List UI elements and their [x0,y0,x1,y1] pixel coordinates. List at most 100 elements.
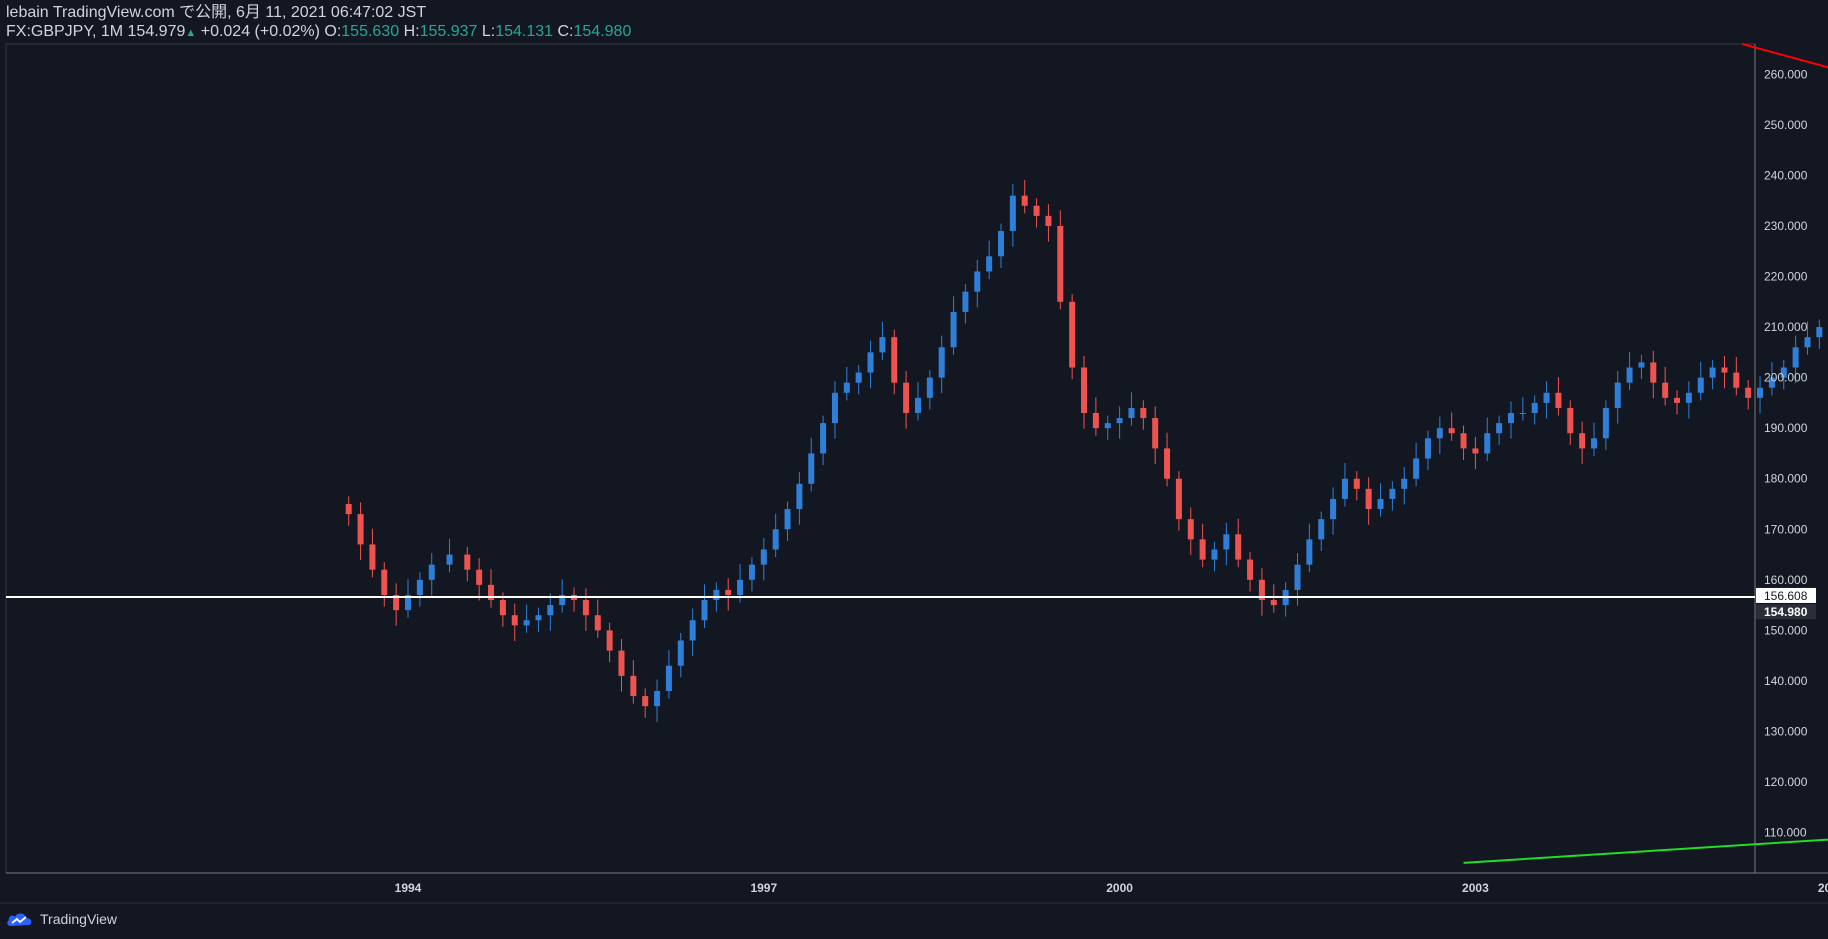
candle-body [1258,579,1265,601]
price-tick-label: 140.000 [1764,674,1808,688]
candle-body [1401,478,1408,489]
price-tick-label: 150.000 [1764,623,1808,637]
candle-body [559,594,566,606]
candle-body [1389,488,1396,499]
candle-body [1104,423,1111,429]
time-tick-label: 1997 [750,881,777,895]
price-axis[interactable]: 110.000 120.000 130.000 140.000 150.000 160.0… [1756,67,1816,840]
candle-body [1306,539,1313,565]
candle-body [1045,215,1052,226]
candle-body [1330,498,1337,520]
chart-frame [0,43,1828,904]
candle-body [1175,478,1182,520]
price-label-badge [1756,604,1816,620]
candle-body [867,352,874,373]
publish-info: lebain TradingView.com で公開, 6月 11, 2021 … [6,4,427,21]
price-tick-label: 200.000 [1764,371,1808,385]
price-tick-label: 120.000 [1764,775,1808,789]
candle-body [594,615,601,631]
time-tick-label: 2006 [1818,881,1828,895]
high-label: H: [403,23,420,40]
candle-body [1591,438,1597,449]
candle-body [511,615,518,626]
time-axis[interactable]: 1994199720002003200620092012201520182021… [395,881,1828,895]
up-arrow-icon: ▲ [185,27,197,39]
price-tick-label: 110.000 [1764,826,1807,840]
ohlc-row: FX:GBPJPY, 1M 154.979▲ +0.024 (+0.02%) O… [6,22,631,43]
candle-body [1270,600,1277,606]
candle-body [1484,433,1491,454]
candle-body [1757,387,1764,398]
candle-body [535,615,542,621]
candle-body [1235,534,1242,560]
candle-body [1081,367,1088,414]
candle-body [784,509,791,530]
candle-body [1685,392,1692,403]
candle-body [1057,225,1064,302]
time-tick-label: 2003 [1462,881,1489,895]
candle-body [855,372,862,383]
candle-body [772,529,779,550]
candle-body [1555,392,1562,408]
candle-body [665,665,672,692]
candle-body [1365,488,1372,510]
candle-body [1780,367,1787,378]
candle-body [381,569,388,595]
candle-body [1116,418,1123,424]
candle-body [476,569,483,585]
candle-body [1674,397,1681,403]
candles-layer [345,179,1823,722]
candle-body [1377,498,1384,510]
candle-body [1128,407,1135,419]
candle-body [748,564,755,580]
candle-body [1531,402,1538,414]
price-tick-label: 180.000 [1764,472,1808,486]
candle-body [760,549,767,565]
candle-body [831,392,838,424]
candle-body [808,453,815,484]
candle-body [677,640,684,666]
candle-body [1519,413,1526,415]
candle-body [1792,347,1799,368]
candle-body [1424,438,1431,459]
candle-body [630,675,637,697]
candle-body [1009,195,1016,232]
candle-body [1721,367,1728,373]
price-tick-label: 240.000 [1764,168,1808,182]
open-value: 155.630 [341,23,400,40]
price-change: +0.024 (+0.02%) [200,23,320,40]
candle-body [1341,478,1348,499]
candle-body [606,630,613,651]
candle-body [1650,362,1657,383]
candle-body [1638,362,1645,368]
price-tick-label: 130.000 [1764,724,1808,738]
candle-body [1567,407,1574,434]
price-label-text: 154.980 [1764,605,1808,619]
candle-body [1460,433,1467,449]
candle-body [1092,413,1099,429]
candle-body [464,554,471,570]
candle-body [998,231,1004,257]
candle-body [1069,301,1076,368]
candle-body [1709,367,1716,378]
price-tick-label: 160.000 [1764,573,1808,587]
price-tick-label: 260.000 [1764,67,1808,81]
candle-body [1164,448,1171,479]
candle-body [1472,448,1479,454]
candle-body [642,696,649,707]
candle-body [1211,549,1218,560]
candle-body [701,600,708,621]
brand-name: TradingView [40,911,118,927]
candle-body [1187,519,1194,540]
candle-body [974,271,981,292]
candle-body [345,503,352,515]
candle-body [582,600,589,616]
candle-body [1033,205,1040,216]
candle-body [938,347,945,378]
close-value: 154.980 [573,23,632,40]
candle-body [986,256,993,272]
plot-border [5,43,1756,874]
candle-body [1579,433,1586,449]
close-label: C: [557,23,574,40]
